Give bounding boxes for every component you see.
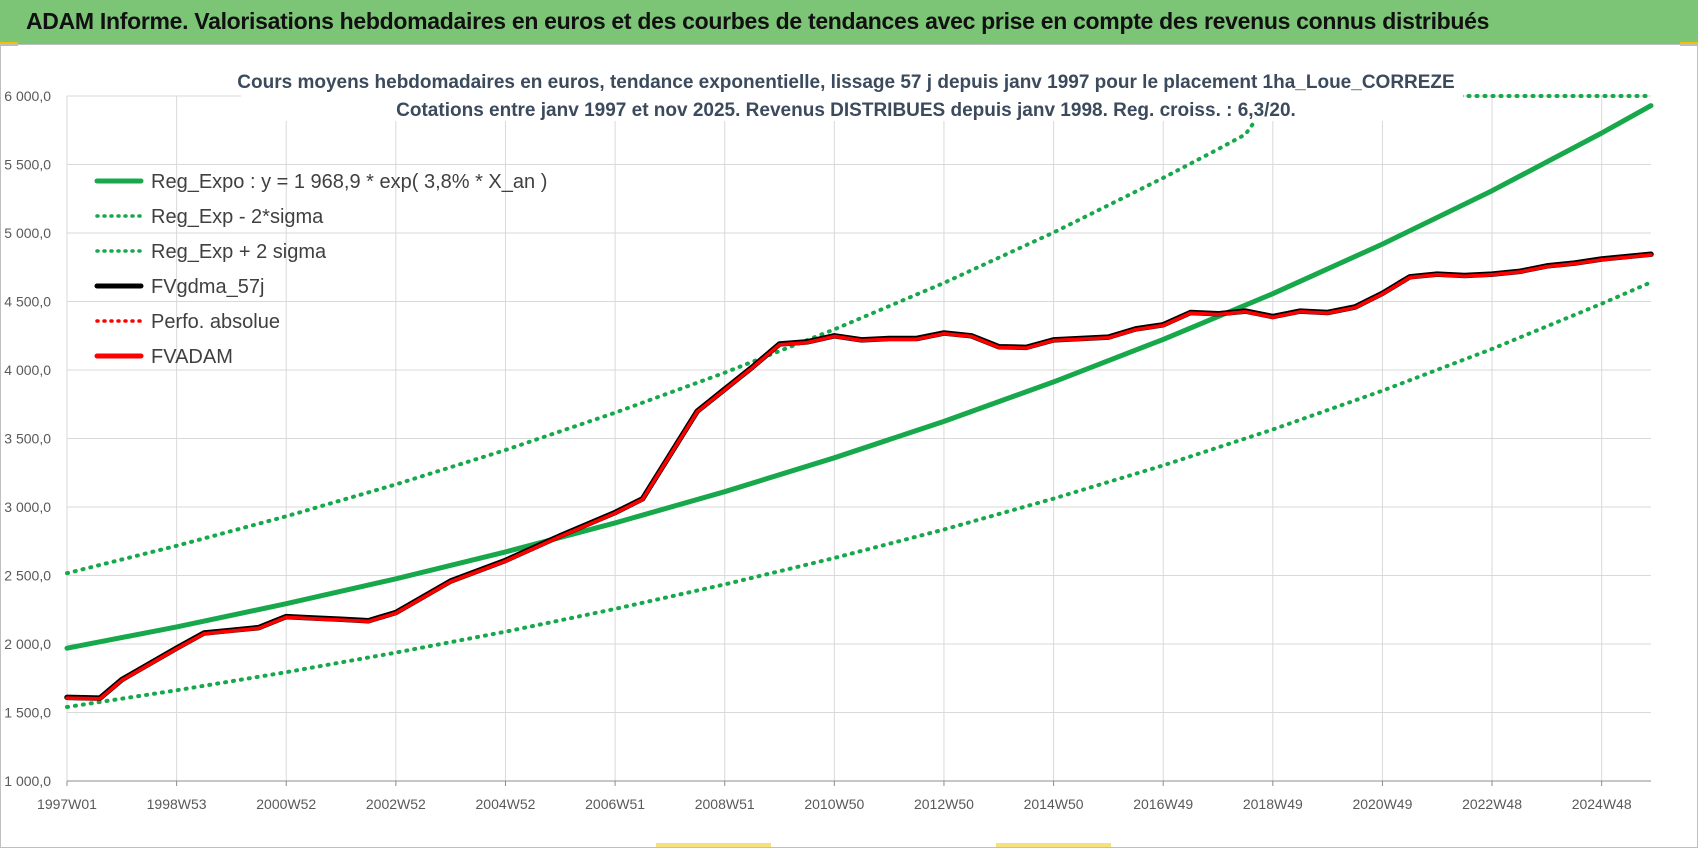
legend: Reg_Expo : y = 1 968,9 * exp( 3,8% * X_a… — [94, 171, 547, 368]
x-tick-label: 2010W50 — [804, 796, 864, 812]
y-tick-label: 3 000,0 — [4, 499, 51, 515]
y-tick-label: 2 000,0 — [4, 636, 51, 652]
legend-label-3: FVgdma_57j — [151, 276, 264, 298]
x-tick-label: 2006W51 — [585, 796, 645, 812]
title-layer: Cours moyens hebdomadaires en euros, ten… — [237, 63, 1463, 121]
chart-title: Cours moyens hebdomadaires en euros, ten… — [237, 72, 1454, 93]
x-tick-label: 2016W49 — [1133, 796, 1193, 812]
legend-label-2: Reg_Exp + 2 sigma — [151, 241, 327, 263]
bottom-strip-2 — [996, 843, 1111, 847]
x-tick-label: 2024W48 — [1572, 796, 1632, 812]
bottom-strip-1 — [656, 843, 771, 847]
y-tick-label: 1 500,0 — [4, 705, 51, 721]
legend-label-4: Perfo. absolue — [151, 311, 280, 333]
x-tick-label: 2002W52 — [366, 796, 426, 812]
x-tick-label: 2012W50 — [914, 796, 974, 812]
y-tick-label: 6 000,0 — [4, 88, 51, 104]
y-tick-label: 2 500,0 — [4, 568, 51, 584]
x-tick-label: 1998W53 — [147, 796, 207, 812]
chart-subtitle: Cotations entre janv 1997 et nov 2025. R… — [396, 100, 1296, 121]
y-tick-label: 5 500,0 — [4, 157, 51, 173]
x-tick-label: 2004W52 — [476, 796, 536, 812]
chart-frame: 1 000,0 1 500,0 2 000,0 2 500,0 3 000,0 3 500… — [0, 44, 1698, 848]
x-tick-label: 2020W49 — [1352, 796, 1412, 812]
y-tick-label: 4 000,0 — [4, 362, 51, 378]
x-tick-label: 2022W48 — [1462, 796, 1522, 812]
y-tick-label: 1 000,0 — [4, 773, 51, 789]
series-line-5 — [65, 253, 1653, 701]
series-line-1 — [65, 280, 1653, 709]
series-line-0 — [64, 103, 1654, 651]
legend-label-5: FVADAM — [151, 346, 233, 368]
y-tick-label: 5 000,0 — [4, 225, 51, 241]
axis-layer: 1 000,0 1 500,0 2 000,0 2 500,0 3 000,0 3 500… — [4, 88, 1651, 812]
legend-label-1: Reg_Exp - 2*sigma — [151, 206, 324, 228]
grid-layer — [66, 95, 1651, 782]
series-layer — [64, 94, 1654, 709]
y-tick-label: 4 500,0 — [4, 294, 51, 310]
series-line-2 — [65, 94, 1653, 576]
banner: ADAM Informe. Valorisations hebdomadaire… — [0, 0, 1698, 45]
x-tick-label: 1997W01 — [37, 796, 97, 812]
x-tick-label: 2008W51 — [695, 796, 755, 812]
legend-label-0: Reg_Expo : y = 1 968,9 * exp( 3,8% * X_a… — [151, 171, 547, 193]
title-background — [241, 63, 1463, 121]
banner-title: ADAM Informe. Valorisations hebdomadaire… — [26, 8, 1490, 34]
x-tick-label: 2000W52 — [256, 796, 316, 812]
x-tick-label: 2014W50 — [1024, 796, 1084, 812]
x-tick-label: 2018W49 — [1243, 796, 1303, 812]
y-tick-label: 3 500,0 — [4, 431, 51, 447]
chart-svg: 1 000,0 1 500,0 2 000,0 2 500,0 3 000,0 3 500… — [4, 63, 1654, 812]
